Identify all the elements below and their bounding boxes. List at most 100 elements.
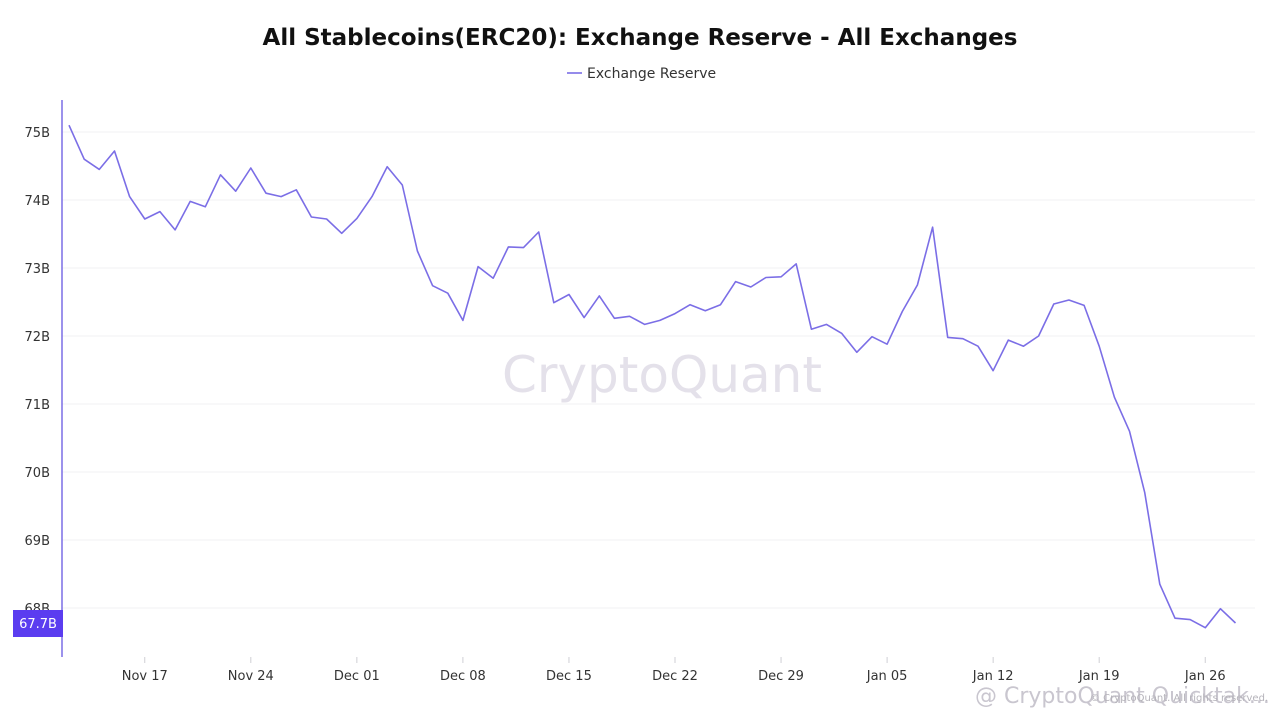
data-point — [536, 230, 541, 235]
data-point — [233, 189, 238, 194]
x-tick-label: Jan 05 — [866, 669, 908, 684]
data-point — [960, 336, 965, 341]
y-tick-label: 73B — [25, 262, 50, 277]
data-point — [112, 149, 117, 154]
x-tick-label: Dec 08 — [440, 669, 486, 684]
legend[interactable]: Exchange Reserve — [567, 66, 716, 82]
data-point — [97, 167, 102, 172]
data-point — [885, 342, 890, 347]
data-point — [1142, 490, 1147, 495]
data-point — [567, 292, 572, 297]
data-point — [67, 123, 72, 128]
data-point — [157, 209, 162, 214]
data-point — [839, 331, 844, 336]
data-point — [930, 225, 935, 230]
data-point — [188, 199, 193, 204]
x-tick-label: Dec 22 — [652, 669, 698, 684]
current-value-badge: 67.7B — [13, 610, 63, 637]
data-point — [1157, 582, 1162, 587]
y-tick-label: 70B — [25, 466, 50, 481]
data-point — [127, 194, 132, 199]
data-point — [370, 194, 375, 199]
data-point — [491, 276, 496, 281]
data-point — [900, 309, 905, 314]
data-point — [1082, 303, 1087, 308]
data-point — [339, 231, 344, 236]
data-point — [763, 275, 768, 280]
data-point — [854, 350, 859, 355]
data-point — [612, 316, 617, 321]
data-point — [718, 302, 723, 307]
data-point — [809, 327, 814, 332]
data-point — [748, 285, 753, 290]
grid — [62, 131, 1255, 609]
x-tick-label: Jan 19 — [1078, 669, 1120, 684]
data-point — [1218, 606, 1223, 611]
data-point — [657, 318, 662, 323]
chart-title: All Stablecoins(ERC20): Exchange Reserve… — [263, 25, 1018, 51]
data-point — [415, 249, 420, 254]
data-point — [1233, 621, 1238, 626]
data-point — [203, 204, 208, 209]
data-point — [688, 302, 693, 307]
data-point — [824, 322, 829, 327]
y-tick-label: 75B — [25, 126, 50, 141]
data-point — [476, 264, 481, 269]
data-point — [82, 157, 87, 162]
data-point — [1127, 429, 1132, 434]
data-point — [521, 245, 526, 250]
x-tick-label: Dec 15 — [546, 669, 592, 684]
data-point — [506, 244, 511, 249]
data-point — [779, 274, 784, 279]
data-point — [385, 164, 390, 169]
data-point — [400, 183, 405, 188]
data-point — [582, 315, 587, 320]
data-point — [445, 291, 450, 296]
data-point — [915, 283, 920, 288]
data-point — [673, 311, 678, 316]
data-point — [1021, 344, 1026, 349]
data-point — [794, 261, 799, 266]
x-tick-label: Dec 01 — [334, 669, 380, 684]
data-point — [1203, 625, 1208, 630]
data-point — [173, 227, 178, 232]
y-tick-label: 71B — [25, 398, 50, 413]
footer-rights: © CryptoQuant. All rights reserved. — [1090, 693, 1268, 704]
data-point — [248, 166, 253, 171]
series-line-exchange-reserve[interactable] — [68, 124, 1237, 629]
data-point — [264, 191, 269, 196]
data-point — [627, 314, 632, 319]
data-point — [1173, 616, 1178, 621]
x-tick-label: Nov 24 — [228, 669, 274, 684]
watermark-logo: CryptoQuant — [502, 346, 822, 404]
data-point — [597, 293, 602, 298]
footer-handle: @ CryptoQuant Quicktak... — [975, 684, 1270, 709]
footer-watermark: @ CryptoQuant Quicktak... © CryptoQuant.… — [975, 684, 1270, 709]
data-point — [945, 335, 950, 340]
data-point — [460, 318, 465, 323]
x-axis: Nov 17 Nov 24 Dec 01 Dec 08 Dec 15 Dec 22 Dec … — [122, 657, 1226, 684]
data-point — [354, 216, 359, 221]
data-point — [733, 279, 738, 284]
y-tick-label: 72B — [25, 330, 50, 345]
data-point — [976, 344, 981, 349]
data-point — [324, 217, 329, 222]
data-point — [642, 322, 647, 327]
data-point — [1097, 344, 1102, 349]
data-point — [309, 215, 314, 220]
x-tick-label: Dec 29 — [758, 669, 804, 684]
data-point — [279, 194, 284, 199]
current-value-badge-bg — [13, 610, 63, 637]
data-point — [551, 300, 556, 305]
x-tick-label: Jan 12 — [972, 669, 1014, 684]
data-point — [703, 308, 708, 313]
data-point — [430, 283, 435, 288]
data-point — [1051, 302, 1056, 307]
data-point — [1188, 617, 1193, 622]
data-point — [1112, 395, 1117, 400]
x-tick-label: Jan 26 — [1184, 669, 1226, 684]
data-point — [870, 334, 875, 339]
data-point — [991, 368, 996, 373]
